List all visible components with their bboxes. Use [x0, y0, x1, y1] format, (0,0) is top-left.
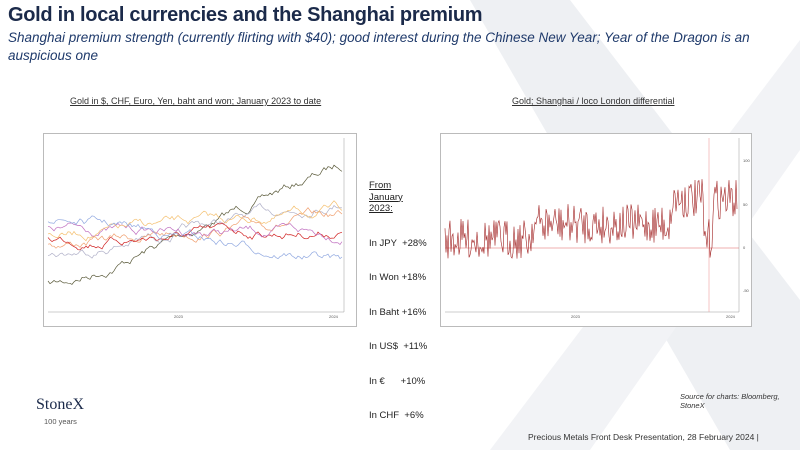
decorative-line [47, 164, 343, 285]
slide-subtitle: Shanghai premium strength (currently fli… [8, 30, 750, 63]
year-label: 2023 [571, 314, 581, 319]
decorative-line [444, 179, 738, 259]
y-tick-label: 0 [743, 245, 746, 250]
summary-item: In CHF +6% [369, 410, 424, 421]
logo-tagline: 100 years [44, 417, 77, 426]
y-tick-label: 100 [743, 158, 750, 163]
decorative-line [47, 200, 343, 242]
year-label: 2023 [174, 314, 184, 319]
decorative-line [47, 207, 343, 249]
source-note: Source for charts: Bloomberg, StoneX [680, 392, 780, 410]
right-chart: 100 50 0 -50 2023 2024 [440, 133, 752, 327]
chart-caption: Gold; Shanghai / loco London differentia… [512, 96, 675, 106]
summary-item: In JPY +28% [369, 237, 427, 249]
chart-caption: Gold in $, CHF, Euro, Yen, baht and won;… [70, 96, 322, 106]
decorative-line [47, 203, 343, 259]
summary-item: In US$ +11% [369, 341, 428, 352]
summary-item: In Baht +16% [369, 306, 427, 318]
decorative-line [47, 222, 343, 251]
year-label: 2024 [329, 314, 339, 319]
year-label: 2024 [726, 314, 736, 319]
decorative-line [47, 215, 343, 260]
y-tick-label: 50 [743, 202, 748, 207]
slide-title: Gold in local currencies and the Shangha… [8, 4, 483, 26]
decorative-line [47, 222, 343, 246]
logo: StoneX [36, 396, 84, 413]
y-tick-label: -50 [743, 288, 750, 293]
summary-item: In € +10% [369, 375, 426, 387]
summary-item: In Won +18% [369, 272, 427, 283]
summary-heading: From January 2023: [369, 180, 403, 214]
left-chart: 2023 2024 [43, 133, 357, 327]
footer: Precious Metals Front Desk Presentation,… [528, 432, 759, 442]
summary-list: From January 2023: In JPY +28% In Won +1… [369, 157, 427, 445]
